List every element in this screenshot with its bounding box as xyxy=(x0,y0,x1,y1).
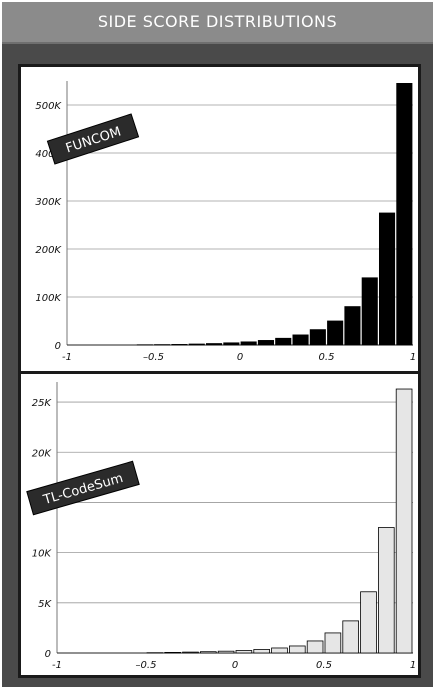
funcom-y-tick-label: 100K xyxy=(35,293,62,304)
funcom-y-tick-label: 300K xyxy=(35,197,62,208)
tlcodesum-bar xyxy=(324,632,342,654)
tlcodesum-bar xyxy=(253,649,271,654)
funcom-y-tick-label: 400K xyxy=(35,149,62,160)
tlcodesum-bar xyxy=(360,591,377,654)
funcom-bar xyxy=(257,340,275,346)
funcom-bar xyxy=(396,82,413,346)
tlcodesum-bar xyxy=(235,650,253,654)
tlcodesum-bar xyxy=(217,650,235,654)
tlcodesum-bar xyxy=(377,527,395,654)
figure-title: SIDE SCORE DISTRIBUTIONS xyxy=(97,12,338,31)
funcom-x-tick-label: 1 xyxy=(410,352,416,363)
tlcodesum-y-tick-label: 5K xyxy=(38,599,52,610)
tlcodesum-bar xyxy=(395,388,413,654)
tlcodesum-bar xyxy=(342,620,359,654)
funcom-bar xyxy=(292,334,309,346)
tlcodesum-bar xyxy=(164,651,182,654)
funcom-bar xyxy=(344,306,361,346)
tlcodesum-x-tick-label: 0 xyxy=(232,660,238,671)
funcom-bar xyxy=(171,344,188,346)
tlcodesum-x-tick-label: –0.5 xyxy=(136,660,157,671)
tlcodesum-y-tick-label: 10K xyxy=(32,549,53,560)
funcom-bar xyxy=(205,343,223,346)
funcom-bar xyxy=(240,341,257,346)
tlcodesum-y-tick-label: 25K xyxy=(32,398,53,409)
funcom-chart-panel: 0 100K 200K 300K 400K 500K -1 –0.5 0 0.5 1 FUNCOM xyxy=(21,67,418,371)
funcom-bar xyxy=(223,342,240,346)
funcom-y-tick-label: 500K xyxy=(35,101,62,112)
tlcodesum-bar xyxy=(182,651,199,654)
tlcodesum-title-badge-bg xyxy=(26,460,140,516)
tlcodesum-bar xyxy=(306,640,324,654)
funcom-x-tick-label: –0.5 xyxy=(143,352,164,363)
tlcodesum-y-tick-label: 0 xyxy=(45,649,51,660)
funcom-title-badge-bg xyxy=(46,113,140,165)
tlcodesum-bar xyxy=(199,651,217,654)
tlcodesum-bar xyxy=(288,645,306,654)
funcom-bar xyxy=(378,212,396,346)
funcom-bar xyxy=(361,277,378,346)
tlcodesum-x-tick-label: 1 xyxy=(410,660,416,671)
figure-header: SIDE SCORE DISTRIBUTIONS xyxy=(2,2,433,44)
tlcodesum-bar xyxy=(271,647,288,654)
tlcodesum-y-tick-label: 20K xyxy=(32,448,53,459)
tlcodesum-x-tick-label: -1 xyxy=(52,660,62,671)
funcom-x-tick-label: 0.5 xyxy=(319,352,335,363)
funcom-x-tick-label: -1 xyxy=(62,352,72,363)
funcom-bar xyxy=(275,337,292,346)
funcom-bar xyxy=(309,329,326,346)
tlcodesum-title-badge: TL-CodeSum xyxy=(26,460,140,516)
charts-container: 0 100K 200K 300K 400K 500K -1 –0.5 0 0.5 1 FUNCOM 0… xyxy=(18,64,421,678)
funcom-bar xyxy=(188,343,205,346)
funcom-title-badge: FUNCOM xyxy=(46,113,140,165)
funcom-y-tick-label: 200K xyxy=(35,245,62,256)
funcom-x-tick-label: 0 xyxy=(237,352,243,363)
funcom-chart-svg: 0 100K 200K 300K 400K 500K -1 –0.5 0 0.5 1 FUNCOM xyxy=(35,81,416,363)
tlcodesum-x-tick-label: 0.5 xyxy=(316,660,332,671)
funcom-bar xyxy=(327,320,344,346)
funcom-y-tick-label: 0 xyxy=(55,341,61,352)
